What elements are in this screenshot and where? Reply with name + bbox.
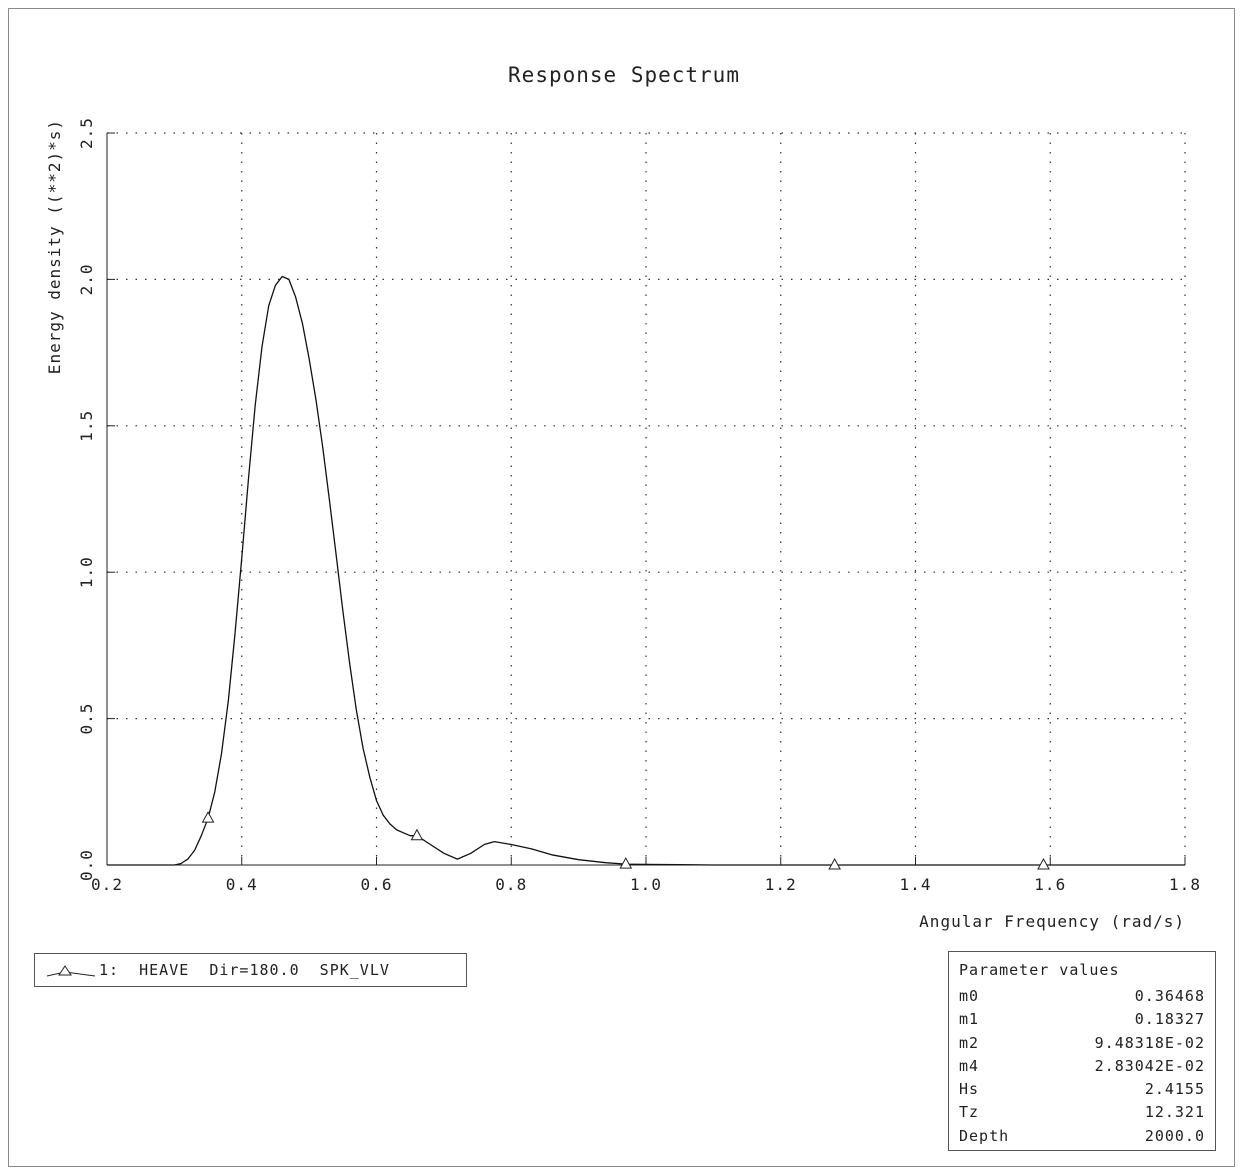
y-tick-label: 2.0 — [77, 263, 96, 295]
param-value: 0.18327 — [1134, 1010, 1205, 1029]
param-row-m2: m2 9.48318E-02 — [959, 1032, 1205, 1055]
param-row-m4: m4 2.83042E-02 — [959, 1055, 1205, 1078]
param-value: 2.4155 — [1144, 1080, 1205, 1099]
x-tick-label: 0.6 — [361, 875, 393, 894]
x-tick-label: 0.8 — [495, 875, 527, 894]
data-point-marker — [1037, 857, 1050, 870]
parameter-values-title: Parameter values — [959, 961, 1120, 979]
param-value: 0.36468 — [1134, 987, 1205, 1005]
param-value: 12.321 — [1144, 1103, 1205, 1122]
param-row-m1: m1 0.18327 — [959, 1008, 1205, 1031]
plot-frame — [8, 8, 1235, 1167]
param-label: Tz — [959, 1103, 980, 1122]
x-axis-label: Angular Frequency (rad/s) — [919, 912, 1185, 931]
chart-title: Response Spectrum — [508, 63, 740, 87]
axes — [106, 132, 1186, 866]
param-label: m2 — [959, 1033, 980, 1052]
x-tick-label: 1.4 — [900, 875, 932, 894]
data-point-marker — [619, 857, 633, 869]
param-row-hs: Hs 2.4155 — [959, 1078, 1205, 1101]
x-tick-label: 1.0 — [630, 875, 662, 894]
tick-labels: 0.2 0.4 0.6 0.8 1.0 1.2 1.4 1.6 1.8 0.0 0.5 1.0 1.5 2… — [77, 117, 1201, 894]
param-row-m0: m0 0.36468 — [959, 985, 1205, 1008]
param-label: Hs — [959, 1080, 980, 1099]
y-axis-label: Energy density ((**2)*s) — [45, 119, 64, 374]
param-value: 2000.0 — [1144, 1126, 1205, 1145]
grid-lines — [107, 132, 1186, 865]
param-value: 9.48318E-02 — [1094, 1033, 1205, 1052]
x-tick-label: 1.8 — [1169, 875, 1201, 894]
legend: 1: HEAVE Dir=180.0 SPK_VLV — [34, 953, 467, 987]
param-row-depth: Depth 2000.0 — [959, 1125, 1205, 1148]
data-point-marker — [828, 857, 841, 870]
legend-swatch — [46, 965, 96, 977]
param-label: m0 — [959, 987, 980, 1005]
param-label: m4 — [959, 1056, 980, 1075]
param-row-tz: Tz 12.321 — [959, 1101, 1205, 1124]
x-tick-label: 1.6 — [1034, 875, 1066, 894]
x-tick-label: 0.4 — [226, 875, 258, 894]
data-point-marker — [410, 828, 424, 841]
triangle-marker-icon — [58, 965, 72, 976]
y-tick-label: 2.5 — [77, 117, 96, 149]
legend-entry: 1: HEAVE Dir=180.0 SPK_VLV — [99, 961, 390, 979]
series-layer — [107, 275, 1185, 870]
y-tick-label: 1.0 — [77, 556, 96, 588]
data-point-marker — [201, 811, 215, 823]
x-tick-label: 1.2 — [765, 875, 797, 894]
param-value: 2.83042E-02 — [1094, 1056, 1205, 1075]
y-tick-label: 0.0 — [77, 849, 96, 881]
y-tick-label: 1.5 — [77, 410, 96, 442]
param-label: Depth — [959, 1126, 1010, 1145]
x-tick-label: 0.2 — [91, 875, 123, 894]
param-label: m1 — [959, 1010, 980, 1029]
parameter-values-box: Parameter values m0 0.36468 m1 0.18327 m… — [948, 951, 1216, 1151]
parameter-rows: m0 0.36468 m1 0.18327 m2 9.48318E-02 m4 … — [959, 985, 1205, 1148]
y-tick-label: 0.5 — [77, 703, 96, 735]
